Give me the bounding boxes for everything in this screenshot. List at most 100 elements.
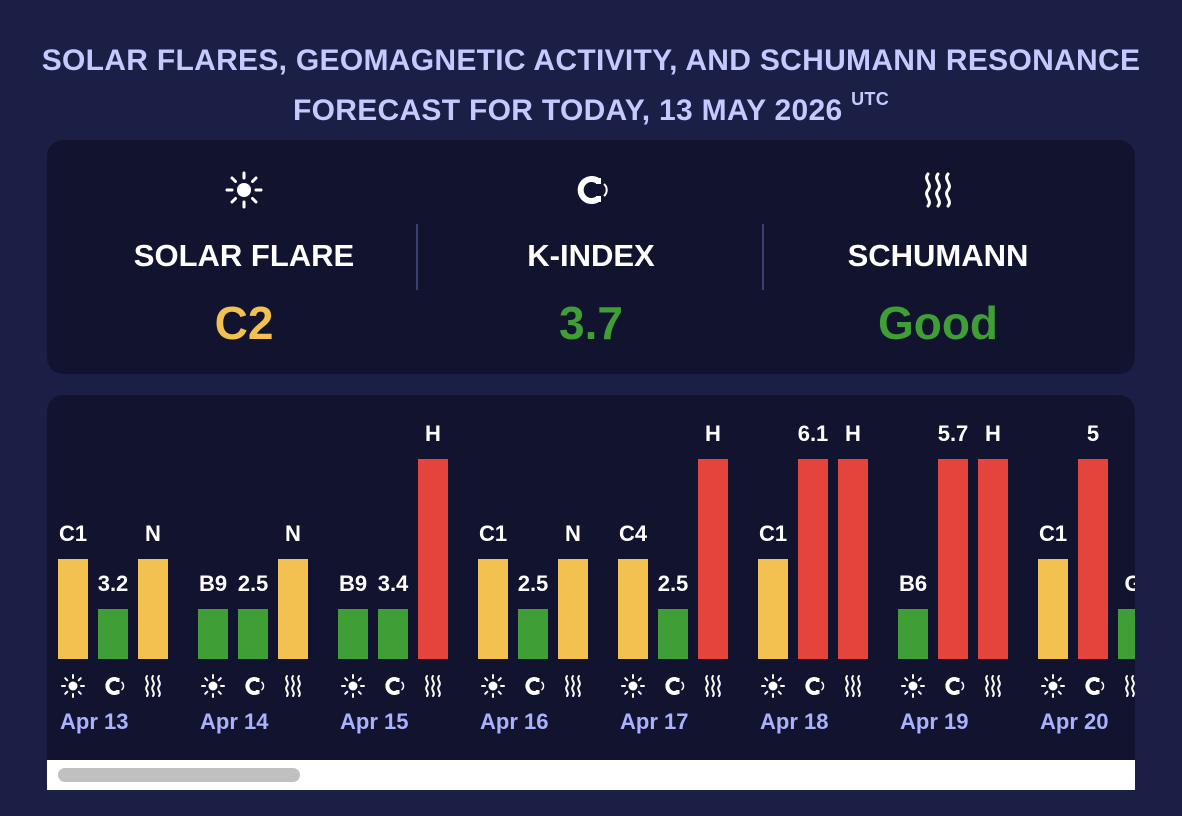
bar — [658, 609, 688, 659]
bar-value-label: 3.2 — [97, 571, 129, 596]
wave-icon — [145, 675, 161, 697]
sun-icon — [341, 674, 365, 698]
bar — [378, 609, 408, 659]
sun-icon — [201, 674, 225, 698]
wave-icon — [845, 675, 861, 697]
bar — [898, 609, 928, 659]
magnet-icon — [945, 677, 965, 695]
bar — [978, 459, 1008, 659]
bar-value-label: H — [425, 421, 441, 446]
schumann-summary: SCHUMANN Good — [765, 140, 1111, 374]
k-index-summary: K-INDEX 3.7 — [418, 140, 764, 374]
bar-value-label: 2.5 — [657, 571, 689, 596]
bar — [838, 459, 868, 659]
wave-icon — [705, 675, 721, 697]
magnet-icon — [1085, 677, 1105, 695]
wave-icon — [985, 675, 1001, 697]
sun-icon — [901, 674, 925, 698]
bar — [238, 609, 268, 659]
horizontal-scrollbar[interactable] — [47, 760, 1135, 790]
wave-icon — [285, 675, 301, 697]
bar-value-label: C1 — [758, 521, 788, 546]
wave-icon — [1125, 675, 1135, 697]
bar-value-label: B6 — [898, 571, 928, 596]
bar — [1118, 609, 1135, 659]
date-label: Apr 19 — [900, 709, 969, 734]
bar-value-label: H — [985, 421, 1001, 446]
magnet-icon — [805, 677, 825, 695]
sun-icon — [1041, 674, 1065, 698]
date-label: Apr 17 — [620, 709, 689, 734]
bar-value-label: C1 — [478, 521, 508, 546]
bar — [938, 459, 968, 659]
date-label: Apr 15 — [340, 709, 409, 734]
wave-icon — [565, 675, 581, 697]
timezone-label: UTC — [851, 89, 890, 109]
date-label: Apr 20 — [1040, 709, 1109, 734]
bar-value-label: N — [565, 521, 581, 546]
magnet-icon — [105, 677, 125, 695]
solar-flare-summary: SOLAR FLARE C2 — [71, 140, 417, 374]
magnet-icon — [245, 677, 265, 695]
bar — [758, 559, 788, 659]
schumann-label: SCHUMANN — [847, 238, 1029, 273]
bar-value-label: H — [705, 421, 721, 446]
bar-value-label: N — [285, 521, 301, 546]
divider — [762, 224, 764, 290]
bar — [1078, 459, 1108, 659]
schumann-value: Good — [877, 297, 999, 349]
bar — [1038, 559, 1068, 659]
date-label: Apr 14 — [200, 709, 269, 734]
chart-plot-area: C1 3.2 N Apr 13 B9 2.5 N Apr 14 B9 3.4 H Apr 15 C1 2.… — [47, 395, 1135, 760]
divider — [416, 224, 418, 290]
bar — [138, 559, 168, 659]
bar — [198, 609, 228, 659]
bar — [58, 559, 88, 659]
bar-value-label: H — [845, 421, 861, 446]
scrollbar-thumb[interactable] — [58, 768, 300, 782]
wave-icon — [925, 172, 951, 208]
bar — [798, 459, 828, 659]
date-label: Apr 16 — [480, 709, 549, 734]
k-index-value: 3.7 — [559, 297, 623, 349]
bar-value-label: 3.4 — [377, 571, 409, 596]
bar-value-label: 6.1 — [797, 421, 829, 446]
solar-flare-value: C2 — [214, 297, 274, 349]
page-title: SOLAR FLARES, GEOMAGNETIC ACTIVITY, AND … — [0, 40, 1182, 132]
bar — [618, 559, 648, 659]
bar — [98, 609, 128, 659]
sun-icon — [621, 674, 645, 698]
bar-value-label: C1 — [1038, 521, 1068, 546]
history-chart[interactable]: C1 3.2 N Apr 13 B9 2.5 N Apr 14 B9 3.4 H Apr 15 C1 2.… — [47, 395, 1135, 790]
magnet-icon — [385, 677, 405, 695]
bar-value-label: 2.5 — [517, 571, 549, 596]
bar-value-label: B9 — [338, 571, 368, 596]
magnet-icon — [525, 677, 545, 695]
bar-value-label: N — [145, 521, 161, 546]
sun-icon — [61, 674, 85, 698]
wave-icon — [425, 675, 441, 697]
bar-value-label: 2.5 — [237, 571, 269, 596]
sun-icon — [225, 171, 263, 209]
bar — [558, 559, 588, 659]
bar — [478, 559, 508, 659]
bar — [338, 609, 368, 659]
bar-value-label: B9 — [198, 571, 228, 596]
bar — [418, 459, 448, 659]
magnet-icon — [665, 677, 685, 695]
bar-value-label: G — [1124, 571, 1135, 596]
date-label: Apr 13 — [60, 709, 129, 734]
title-text: SOLAR FLARES, GEOMAGNETIC ACTIVITY, AND … — [41, 44, 1141, 127]
bar-value-label: 5 — [1086, 421, 1100, 446]
today-summary-panel: SOLAR FLARE C2 K-INDEX 3.7 SCHUMANN Good — [47, 140, 1135, 374]
bar-value-label: C1 — [58, 521, 88, 546]
solar-flare-label: SOLAR FLARE — [133, 238, 355, 273]
k-index-label: K-INDEX — [527, 238, 655, 273]
magnet-icon — [577, 176, 608, 204]
bar-value-label: 5.7 — [937, 421, 969, 446]
bar-value-label: C4 — [618, 521, 648, 546]
bar — [698, 459, 728, 659]
bar — [518, 609, 548, 659]
bar — [278, 559, 308, 659]
sun-icon — [481, 674, 505, 698]
